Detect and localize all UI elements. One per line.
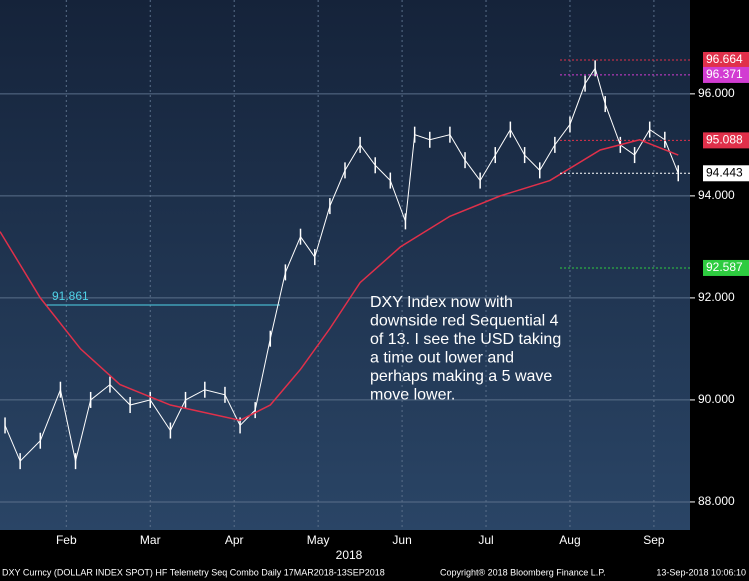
x-tick-label: Feb [56,533,77,547]
x-tick-label: Jul [478,533,493,547]
y-tick-label: 92.000 [698,290,735,304]
x-tick-label: May [307,533,330,547]
y-tick-label: 94.000 [698,188,735,202]
footer-right: 13-Sep-2018 10:06:10 [656,567,746,577]
annotation-line: downside red Sequential 4 [370,313,559,330]
x-tick-label: Jun [392,533,411,547]
price-label-box [703,66,749,83]
x-tick-label: Sep [643,533,665,547]
price-label-box [703,165,749,182]
price-label-box [703,132,749,149]
plot-area [0,0,690,530]
y-tick-label: 96.000 [698,86,735,100]
x-tick-label: Mar [140,533,161,547]
annotation-line: move lower. [370,387,455,404]
price-label: 92.587 [706,260,743,274]
y-tick-label: 90.000 [698,392,735,406]
price-label-box [703,259,749,276]
x-axis-area [0,530,749,581]
price-label: 96.371 [706,67,743,81]
price-label-box [703,51,749,68]
footer-center: Copyright® 2018 Bloomberg Finance L.P. [440,567,606,577]
price-label: 96.664 [706,52,743,66]
y-tick-label: 88.000 [698,494,735,508]
price-line [4,67,679,463]
annotation-line: of 13. I see the USD taking [370,331,561,348]
annotation-line: a time out lower and [370,350,514,367]
x-axis-year: 2018 [336,548,363,562]
level-label: 91.861 [52,289,89,303]
moving-average [0,138,679,422]
price-label: 95.088 [706,133,743,147]
annotation-line: DXY Index now with [370,294,513,311]
x-tick-label: Aug [559,533,580,547]
price-label: 94.443 [706,165,743,179]
footer-left: DXY Curncy (DOLLAR INDEX SPOT) HF Teleme… [2,567,385,577]
annotation-line: perhaps making a 5 wave [370,368,552,385]
x-tick-label: Apr [225,533,244,547]
